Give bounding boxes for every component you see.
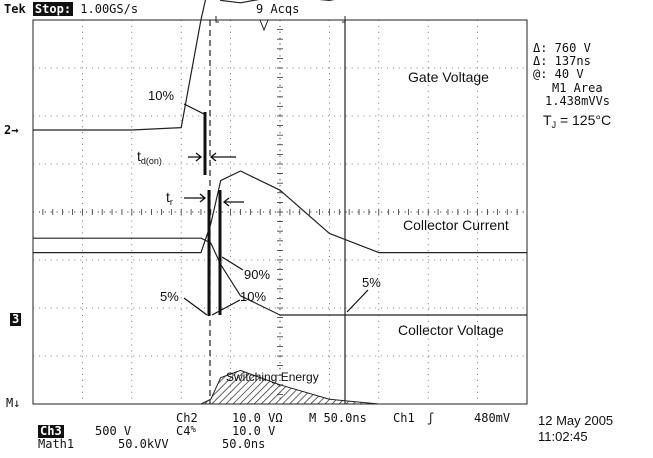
gate-voltage-trace [33,0,335,131]
current-5pct-label: 5% [160,289,179,304]
turn-on-delay-label: td(on) [137,148,162,166]
current-10pct-leader [211,299,241,316]
trigger-slope-icon: ʃ [427,411,435,425]
timebase: M 50.0ns [309,411,367,425]
measurement-marks [183,103,369,316]
voltage-5pct-label: 5% [362,275,381,290]
sample-rate: 1.00GS/s [80,2,139,16]
td-arrow-right [209,152,236,162]
voltage-5pct-leader [346,289,369,313]
current-90pct-leader [221,256,244,271]
math1-label: Math1 [38,437,75,451]
acq-state-badge: Stop: [32,2,74,16]
at-voltage-readout: @: 40 V [533,67,584,81]
math-area-value: 1.438mVVs [545,94,611,108]
ch3-ground-marker: 3 [10,312,22,326]
record-bracket-left [215,16,219,23]
ch2-label: Ch2 [176,411,198,425]
collector-current-trace [33,170,527,254]
ch3-scale: 500 V [95,424,132,438]
collector-voltage-label: Collector Voltage [398,322,504,338]
capture-time: 11:02:45 [538,429,588,444]
ch2-ground-marker: 2→ [4,123,19,137]
current-10pct-label: 10% [240,289,267,304]
collector-voltage-trace [33,237,527,316]
switching-energy-trace [33,369,527,405]
switching-energy-label: Switching Energy [226,370,319,384]
cursor-lines [150,16,385,404]
brand-label: Tek [4,2,26,16]
math1-scale: 50.0kVV [118,437,169,451]
current-90pct-label: 90% [244,267,271,282]
scope-header: Tek Stop: 1.00GS/s [4,2,139,16]
current-5pct-leader [183,297,208,316]
junction-temperature: TJ = 125°C [543,112,612,130]
ch2-scale: 10.0 VΩ [232,411,283,425]
gate-voltage-label: Gate Voltage [408,69,489,85]
math-area-label: M1 Area [552,81,603,95]
delta-time-readout: Δ: 137ns [533,54,591,68]
tr-arrow-right [222,197,244,207]
trigger-channel: Ch1 [393,411,415,425]
trigger-position-marker [259,19,269,32]
record-bracket-right [342,16,346,23]
collector-current-label: Collector Current [403,217,509,233]
td-arrow-left [188,152,203,162]
c4-label: C4% [176,424,196,438]
gate-10pct-label: 10% [148,88,175,103]
delta-voltage-readout: Δ: 760 V [533,41,591,55]
waveforms [33,0,527,405]
acquisition-count: 9 Acqs [256,2,300,16]
math1-time: 50.0ns [222,437,266,451]
c4-scale: 10.0 V [232,424,276,438]
tr-arrow-left [184,193,207,203]
math-ground-marker: M↓ [6,396,21,410]
gate-10pct-leader [183,103,205,115]
trigger-level: 480mV [474,411,511,425]
capture-date: 12 May 2005 [538,413,614,428]
rise-time-label: tr [166,189,173,207]
ch3-label: Ch3 [38,424,64,438]
